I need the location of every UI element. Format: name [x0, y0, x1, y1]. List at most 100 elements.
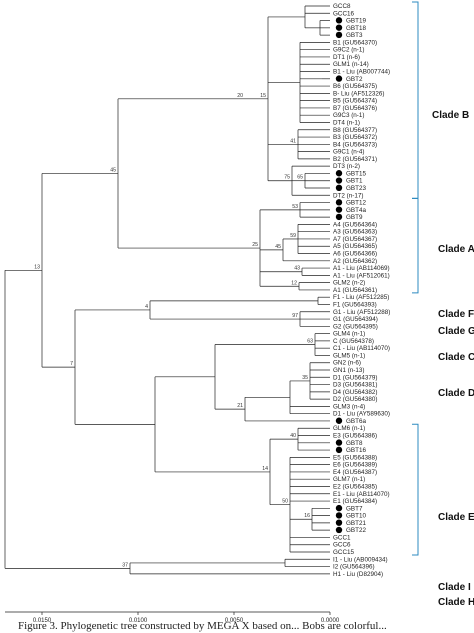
- marker-dot: [335, 170, 343, 177]
- leaf-label: DT2 (n-17): [333, 192, 363, 199]
- bootstrap-value: 15: [260, 93, 266, 99]
- bootstrap-value: 14: [262, 466, 268, 472]
- leaf-label: GBT23: [346, 185, 366, 192]
- leaf-label: GBT12: [346, 200, 366, 207]
- leaf-label: GBT15: [346, 170, 366, 177]
- leaf-label: GBT21: [346, 520, 366, 527]
- clade-bracket: [412, 423, 419, 556]
- leaf-label: GBT22: [346, 527, 366, 534]
- bootstrap-value: 13: [34, 264, 40, 270]
- bootstrap-value: 40: [290, 433, 296, 439]
- leaf-label: B6 (GU564375): [333, 83, 377, 90]
- tree-branches: [4, 5, 330, 575]
- bootstrap-value: 12: [291, 280, 297, 286]
- leaf-label: C1 - Liu (AB114070): [333, 345, 390, 352]
- leaf-label: GCC6: [333, 542, 351, 549]
- leaf-label: G9C2 (n-1): [333, 47, 365, 54]
- bootstrap-value: 20: [237, 93, 243, 99]
- marker-dot: [335, 24, 343, 31]
- bootstrap-value: 63: [307, 339, 313, 345]
- axis-tick-label: 0.0000: [321, 618, 340, 624]
- leaf-label: C (GU564378): [333, 338, 374, 345]
- leaf-label: GCC16: [333, 10, 354, 17]
- marker-dot: [335, 446, 343, 454]
- clade-label: Clade I: [438, 582, 471, 593]
- leaf-label: GBT18: [346, 25, 366, 32]
- bootstrap-value: 97: [292, 313, 298, 319]
- leaf-label: GBT3: [346, 32, 363, 39]
- marker-dot: [335, 75, 343, 82]
- leaf-label: G9C3 (n-1): [333, 112, 365, 119]
- leaf-label: G1 (GU564394): [333, 316, 378, 323]
- leaf-label: B8 (GU564377): [333, 127, 377, 134]
- figure-caption: Figure 3. Phylogenetic tree constructed …: [18, 620, 387, 632]
- leaf-label: E1 - Liu (AB114070): [333, 491, 390, 498]
- leaf-label: GN1 (n-13): [333, 367, 365, 374]
- axis-tick-label: 0.0100: [129, 618, 148, 624]
- bootstrap-value: 4: [145, 304, 148, 310]
- marker-dot: [335, 17, 343, 24]
- leaf-label: B2 (GU564371): [333, 156, 377, 163]
- leaf-label: A1 (GU564361): [333, 287, 377, 294]
- bootstrap-value: 16: [304, 513, 310, 519]
- marker-dot: [335, 417, 343, 424]
- clade-label: Clade H: [438, 597, 474, 608]
- leaf-label: I2 (GU564396): [333, 564, 375, 571]
- leaf-label: A3 (GU564363): [333, 229, 377, 236]
- leaf-label: GN2 (n-6): [333, 360, 361, 367]
- leaf-label: GBT7: [346, 505, 363, 512]
- leaf-label: B4 (GU564373): [333, 141, 377, 148]
- leaf-label: A1 - Liu (AB114069): [333, 265, 390, 272]
- bootstrap-value: 45: [275, 244, 281, 250]
- marker-dot: [335, 177, 343, 184]
- leaf-label: D3 (GU564381): [333, 382, 377, 389]
- leaf-label: GBT19: [346, 18, 366, 25]
- leaf-label: GLM3 (n-4): [333, 403, 365, 410]
- marker-dot: [335, 184, 343, 191]
- clade-bracket: [412, 1, 419, 199]
- bootstrap-value: 25: [252, 242, 258, 248]
- leaf-label: GLM6 (n-1): [333, 425, 365, 432]
- bootstrap-value: 59: [290, 233, 296, 239]
- leaf-label: G1 - Liu (AF512288): [333, 309, 390, 316]
- leaf-label: I1 - Liu (AB009434): [333, 556, 388, 563]
- leaf-label: DT1 (n-6): [333, 54, 360, 61]
- leaf-label: B1 - Liu (AB007744): [333, 69, 390, 76]
- leaf-label: GBT2: [346, 76, 363, 83]
- leaf-label: GLM4 (n-1): [333, 331, 365, 338]
- leaf-label: H1 - Liu (D82904): [333, 571, 383, 578]
- leaf-label: B7 (GU564376): [333, 105, 377, 112]
- axis-tick-label: 0.0050: [225, 618, 244, 624]
- distance-axis: 0.0150 0.0100 0.0050 0.0000: [5, 611, 340, 624]
- leaf-label: GBT6a: [346, 418, 366, 425]
- leaf-label: G9C1 (n-4): [333, 149, 365, 156]
- leaf-label: GBT4a: [346, 207, 366, 214]
- clade-bracket: [412, 198, 419, 294]
- leaf-label: B3 (GU564372): [333, 134, 377, 141]
- leaf-label: F1 (GU564393): [333, 301, 377, 308]
- leaf-label: E2 (GU564385): [333, 483, 377, 490]
- leaf-label: E4 (GU564387): [333, 469, 377, 476]
- leaf-label: DT4 (n-1): [333, 119, 360, 126]
- leaf-label: A6 (GU564366): [333, 251, 377, 258]
- bootstrap-value: 37: [122, 562, 128, 568]
- leaf-label: A2 (GU564362): [333, 258, 377, 265]
- leaf-label: GLM1 (n-14): [333, 61, 369, 68]
- clade-label: Clade C: [438, 352, 474, 363]
- leaf-label: GBT10: [346, 513, 366, 520]
- marker-dot: [335, 504, 343, 512]
- leaf-label: A7 (GU564367): [333, 236, 377, 243]
- leaf-label: A4 (GU564364): [333, 221, 377, 228]
- leaf-label: GBT1: [346, 178, 363, 185]
- bootstrap-values: 41 65 75 15 20 53 59 45 43 12 25 45 97 4 63 35 21 40 16 50 1…: [34, 93, 313, 569]
- marker-dot: [335, 31, 343, 39]
- leaf-label: B5 (GU564374): [333, 98, 377, 105]
- leaf-label: GCC8: [333, 3, 351, 10]
- bootstrap-value: 75: [284, 175, 290, 181]
- leaf-label: GBT16: [346, 447, 366, 454]
- bootstrap-value: 53: [292, 204, 298, 210]
- axis-tick-label: 0.0150: [33, 618, 52, 624]
- leaf-label: GLM7 (n-1): [333, 476, 365, 483]
- clade-label: Clade F: [438, 309, 474, 320]
